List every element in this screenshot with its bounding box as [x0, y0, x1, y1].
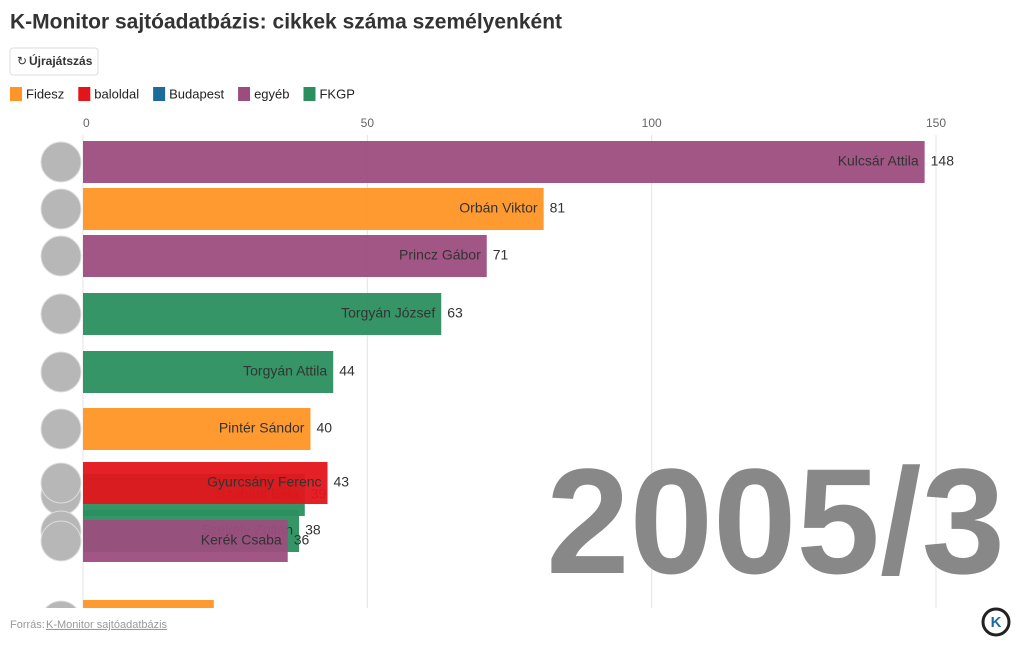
legend-label: Fidesz — [26, 86, 64, 101]
bar-name: Gyurcsány Ferenc — [207, 474, 321, 490]
bar — [83, 408, 311, 450]
legend-swatch — [78, 87, 91, 101]
value-label: 38 — [305, 522, 321, 538]
legend-swatch — [303, 87, 316, 101]
replay-button[interactable]: ↻ Újrajátszás — [9, 47, 99, 76]
bar — [83, 293, 442, 335]
x-tick-label: 50 — [361, 116, 375, 130]
bar-name: Torgyán József — [341, 305, 435, 321]
bar — [83, 600, 214, 608]
bar — [83, 141, 925, 183]
replay-icon[interactable]: ↻ — [17, 54, 27, 68]
value-label: 81 — [550, 200, 566, 216]
chart-title: K-Monitor sajtóadatbázis: cikkek száma s… — [10, 11, 562, 34]
value-label: 63 — [447, 305, 463, 321]
avatar — [40, 293, 82, 335]
avatar — [40, 520, 82, 562]
avatar — [45, 600, 77, 608]
bar-name: Orbán Viktor — [459, 200, 538, 216]
source-label: Forrás: — [10, 619, 45, 631]
avatar — [40, 462, 82, 504]
plot: Kulcsár Attila 148 Orbán Viktor 81 Princz Gá… — [40, 141, 955, 608]
x-tick-label: 150 — [926, 116, 946, 130]
bar — [83, 351, 334, 393]
x-tick-label: 0 — [83, 116, 90, 130]
button-frame[interactable] — [9, 47, 99, 76]
bar-name: Princz Gábor — [399, 247, 481, 263]
legend: Fidesz baloldal Budapest egyéb FKGP — [10, 86, 355, 101]
bar — [83, 188, 544, 230]
bar — [83, 462, 328, 504]
bar-name: Pintér Sándor — [219, 420, 305, 436]
x-tick-label: 100 — [642, 116, 662, 130]
button-label[interactable]: Újrajátszás — [29, 53, 93, 68]
bar — [83, 235, 487, 277]
legend-swatch — [238, 87, 251, 101]
bar-name: Kerék Csaba — [201, 532, 282, 548]
value-label: 36 — [294, 532, 310, 548]
legend-label: egyéb — [254, 86, 289, 101]
logo: K — [981, 607, 1011, 637]
avatar — [40, 351, 82, 393]
legend-swatch — [10, 87, 22, 101]
bar-name: Kulcsár Attila — [838, 153, 919, 169]
period-label: 2005/3 — [546, 437, 1005, 605]
logo-ring — [981, 607, 1011, 637]
value-label: 71 — [493, 247, 509, 263]
avatar — [40, 235, 82, 277]
value-label: 43 — [334, 474, 350, 490]
logo-text: K — [991, 614, 1002, 631]
avatar — [40, 408, 82, 450]
legend-label: Budapest — [169, 86, 224, 101]
value-label: 40 — [316, 420, 332, 436]
value-label: 148 — [931, 153, 955, 169]
bar — [83, 520, 288, 562]
avatar — [40, 188, 82, 230]
legend-label: FKGP — [319, 86, 354, 101]
value-label: 44 — [339, 363, 355, 379]
source-link[interactable]: K-Monitor sajtóadatbázis — [46, 619, 168, 631]
legend-label: baloldal — [94, 86, 139, 101]
legend-swatch — [153, 87, 166, 101]
bar-name: Torgyán Attila — [243, 363, 327, 379]
avatar — [40, 141, 82, 183]
